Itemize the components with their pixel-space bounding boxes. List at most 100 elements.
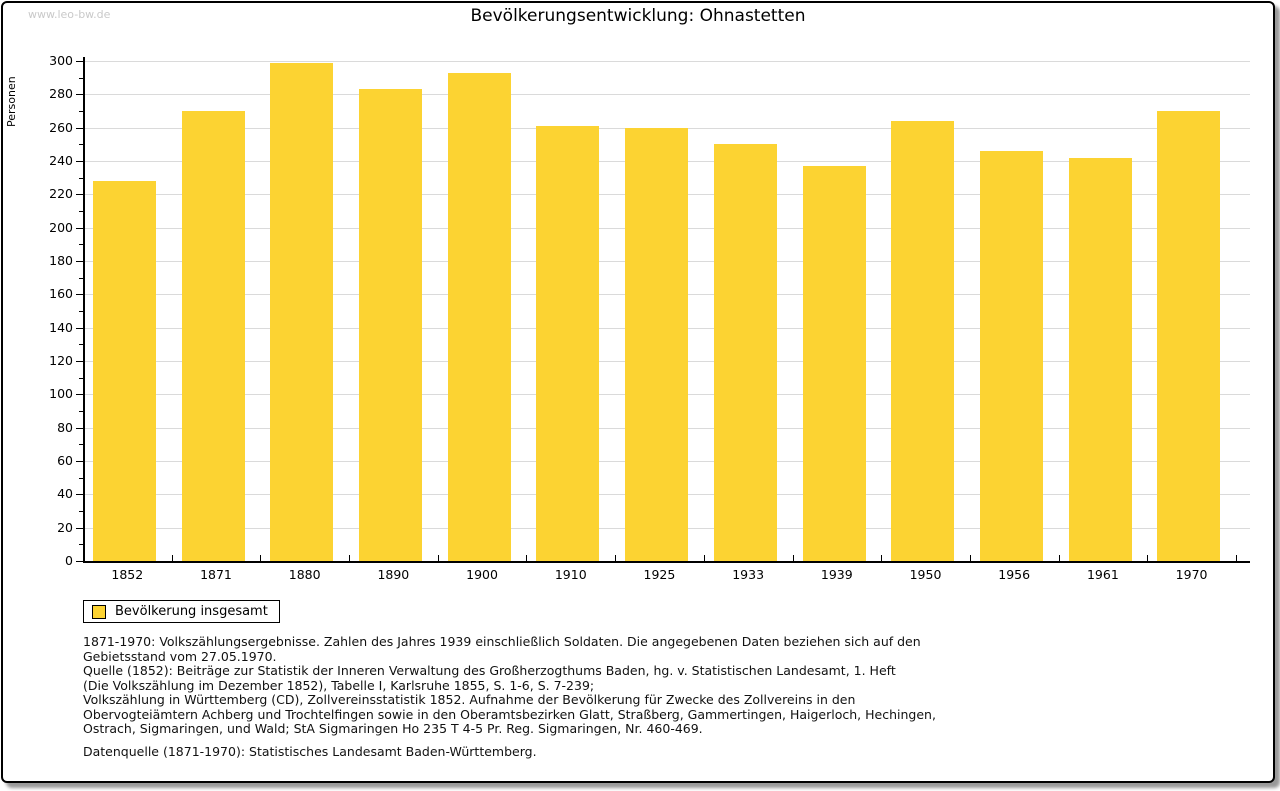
y-minor-tick xyxy=(79,211,83,212)
y-minor-tick xyxy=(79,344,83,346)
y-tick-label: 140 xyxy=(49,319,73,335)
y-minor-tick xyxy=(79,477,83,479)
x-boundary-tick xyxy=(703,555,705,561)
y-tick-label: 240 xyxy=(49,153,73,168)
x-boundary-tick xyxy=(1058,555,1060,561)
x-tick-label: 1970 xyxy=(1175,567,1208,582)
y-tick xyxy=(76,161,83,162)
y-tick xyxy=(76,461,83,462)
y-tick-label: 100 xyxy=(49,386,73,402)
x-tick-label: 1956 xyxy=(998,567,1031,582)
x-boundary-tick xyxy=(171,555,173,561)
y-minor-tick xyxy=(79,444,83,446)
y-tick xyxy=(76,427,83,429)
y-tick-label: 40 xyxy=(57,486,73,502)
x-tick-label: 1950 xyxy=(909,567,942,582)
bar xyxy=(93,181,156,561)
bar xyxy=(536,126,600,561)
footer-notes: 1871-1970: Volkszählungsergebnisse. Zahl… xyxy=(83,634,936,737)
x-boundary-tick xyxy=(526,555,528,561)
y-axis-line xyxy=(83,57,85,61)
y-tick xyxy=(76,561,83,562)
x-boundary-tick xyxy=(881,555,883,561)
watermark: www.leo-bw.de xyxy=(28,8,111,21)
x-tick-label: 1939 xyxy=(820,567,853,582)
x-tick-label: 1900 xyxy=(466,567,498,582)
bar xyxy=(359,89,423,561)
y-tick xyxy=(76,294,83,296)
y-tick xyxy=(76,394,83,396)
x-boundary-tick xyxy=(615,555,617,561)
y-minor-tick xyxy=(79,144,83,146)
x-boundary-tick xyxy=(792,555,794,561)
x-boundary-tick xyxy=(969,555,971,561)
y-minor-tick xyxy=(79,77,83,79)
footer-note-line: Obervogteiämtern Achberg und Trochtelfin… xyxy=(83,706,936,722)
bar xyxy=(1157,111,1221,561)
datasource-line: Datenquelle (1871-1970): Statistisches L… xyxy=(83,744,537,759)
y-minor-tick xyxy=(79,277,83,279)
x-boundary-tick xyxy=(1147,555,1149,561)
y-minor-tick xyxy=(79,311,83,312)
y-tick-label: 120 xyxy=(49,353,73,368)
y-tick xyxy=(76,494,83,496)
y-tick-label: 60 xyxy=(57,453,73,468)
x-boundary-tick xyxy=(349,555,351,561)
bar xyxy=(979,151,1043,561)
y-tick xyxy=(76,61,83,62)
legend: Bevölkerung insgesamt xyxy=(83,600,280,623)
bar xyxy=(625,127,689,561)
x-tick-label: 1852 xyxy=(111,567,144,582)
bar xyxy=(891,121,955,561)
y-tick xyxy=(76,94,83,96)
y-axis-label: Personen xyxy=(5,76,18,127)
y-minor-tick xyxy=(79,544,83,546)
page-title: Bevölkerungsentwicklung: Ohnastetten xyxy=(470,6,806,26)
y-tick xyxy=(76,261,83,262)
y-tick-label: 180 xyxy=(49,253,73,268)
footer-note-line: 1871-1970: Volkszählungsergebnisse. Zahl… xyxy=(83,634,921,649)
y-tick xyxy=(76,361,83,362)
y-tick-label: 260 xyxy=(49,119,73,135)
y-minor-tick xyxy=(79,244,83,246)
x-tick-label: 1880 xyxy=(288,567,321,582)
bar xyxy=(802,166,866,561)
footer-note-line: Ostrach, Sigmaringen, und Wald; StA Sigm… xyxy=(83,721,703,736)
y-tick xyxy=(76,327,83,329)
x-boundary-tick xyxy=(260,555,262,561)
y-minor-tick xyxy=(79,377,83,379)
footer-note-line: Volkszählung in Württemberg (CD), Zollve… xyxy=(83,692,856,707)
y-tick xyxy=(76,127,83,129)
bar xyxy=(713,144,777,561)
y-tick-label: 20 xyxy=(57,519,73,535)
y-tick-label: 0 xyxy=(65,553,73,568)
y-tick-label: 160 xyxy=(49,286,73,302)
gridline xyxy=(85,61,1250,62)
bar xyxy=(447,72,511,561)
x-tick-label: 1871 xyxy=(200,567,232,582)
bar xyxy=(181,111,245,561)
y-tick-label: 220 xyxy=(49,186,73,202)
y-minor-tick xyxy=(79,111,83,112)
x-tick-label: 1933 xyxy=(732,567,765,582)
footer-note-line: Quelle (1852): Beiträge zur Statistik de… xyxy=(83,663,896,678)
x-tick-label: 1910 xyxy=(554,567,587,582)
plot-area: 1852 1871 1880 1890 1900 1910 1925 1933 1939 1950… xyxy=(83,57,1250,582)
y-tick-label: 80 xyxy=(57,419,73,435)
footer-note-line: Gebietsstand vom 27.05.1970. xyxy=(83,648,277,664)
x-boundary-tick xyxy=(437,555,439,561)
bar xyxy=(270,62,334,561)
y-tick xyxy=(76,194,83,196)
legend-label: Bevölkerung insgesamt xyxy=(115,604,268,619)
footer-note-line: (Die Volkszählung im Dezember 1852), Tab… xyxy=(83,677,595,693)
y-tick-label: 200 xyxy=(49,219,73,235)
legend-swatch-icon xyxy=(92,604,106,619)
bar xyxy=(1068,157,1132,561)
gridline xyxy=(85,94,1250,96)
y-minor-tick xyxy=(79,411,83,412)
y-tick-label: 300 xyxy=(49,53,73,68)
x-tick-label: 1961 xyxy=(1086,567,1119,582)
y-tick-label: 280 xyxy=(49,86,73,102)
